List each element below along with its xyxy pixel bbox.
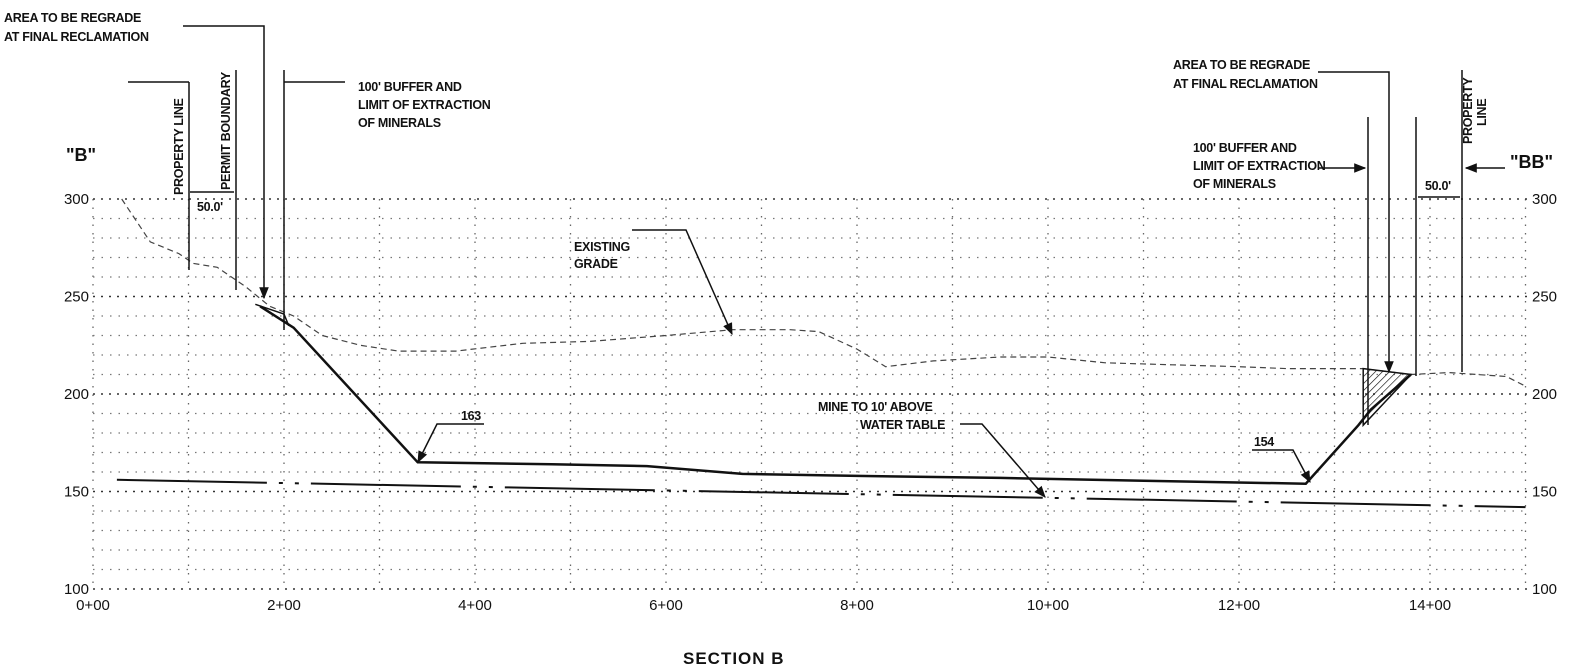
left-regrade-label-line2: AT FINAL RECLAMATION xyxy=(4,30,149,44)
mine-floor-line xyxy=(259,305,1412,485)
y-axis-labels-left: 100 150 200 250 300 xyxy=(64,191,89,598)
left-buffer-label-line3: OF MINERALS xyxy=(358,116,441,130)
left-buffer-label-line1: 100' BUFFER AND xyxy=(358,80,462,94)
permit-boundary-label: PERMIT BOUNDARY xyxy=(219,71,233,190)
right-annotation-lines xyxy=(1318,70,1505,425)
x-tick-label: 12+00 xyxy=(1218,597,1260,614)
left-section-marker: "B" xyxy=(66,145,96,165)
right-buffer-label-line3: OF MINERALS xyxy=(1193,177,1276,191)
left-buffer-label-line2: LIMIT OF EXTRACTION xyxy=(358,98,491,112)
right-buffer-label-line1: 100' BUFFER AND xyxy=(1193,141,1297,155)
pit-floor-right-label: 154 xyxy=(1254,435,1274,449)
left-regrade-label-line1: AREA TO BE REGRADE xyxy=(4,11,141,25)
pit-floor-left-label: 163 xyxy=(461,409,481,423)
existing-grade-line xyxy=(121,198,1526,387)
left-annotation-lines xyxy=(128,25,1311,498)
right-property-label-line2: LINE xyxy=(1475,99,1489,126)
y-axis-labels-right: 100 150 200 250 300 xyxy=(1532,191,1557,598)
x-tick-label: 10+00 xyxy=(1027,597,1069,614)
y-tick-label-right: 150 xyxy=(1532,484,1557,501)
right-regrade-label-line1: AREA TO BE REGRADE xyxy=(1173,58,1310,72)
x-tick-label: 6+00 xyxy=(649,597,683,614)
grid xyxy=(92,198,1528,590)
x-tick-label: 2+00 xyxy=(267,597,301,614)
right-section-marker: "BB" xyxy=(1510,152,1553,172)
y-tick-label-left: 300 xyxy=(64,191,89,208)
y-tick-label-left: 250 xyxy=(64,289,89,306)
section-title: SECTION B xyxy=(683,649,785,668)
left-dimension-label: 50.0' xyxy=(197,200,223,214)
y-tick-label-right: 200 xyxy=(1532,386,1557,403)
y-tick-label-left: 150 xyxy=(64,484,89,501)
y-tick-label-right: 250 xyxy=(1532,289,1557,306)
existing-grade-label-line2: GRADE xyxy=(574,257,618,271)
x-tick-label: 0+00 xyxy=(76,597,110,614)
right-dimension-label: 50.0' xyxy=(1425,179,1451,193)
water-table-line xyxy=(116,478,1526,509)
profiles xyxy=(116,198,1526,509)
y-tick-label-right: 100 xyxy=(1532,581,1557,598)
x-tick-label: 4+00 xyxy=(458,597,492,614)
y-tick-label-left: 200 xyxy=(64,386,89,403)
x-tick-label: 8+00 xyxy=(840,597,874,614)
left-property-line-label: PROPERTY LINE xyxy=(172,98,186,195)
mine-note-line1: MINE TO 10' ABOVE xyxy=(818,400,933,414)
right-buffer-label-line2: LIMIT OF EXTRACTION xyxy=(1193,159,1326,173)
y-tick-label-right: 300 xyxy=(1532,191,1557,208)
right-property-label-line1: PROPERTY xyxy=(1461,77,1475,144)
x-tick-label: 14+00 xyxy=(1409,597,1451,614)
mine-note-line2: WATER TABLE xyxy=(860,418,945,432)
x-axis-labels: 0+00 2+00 4+00 6+00 8+00 10+00 12+00 14+00 xyxy=(76,597,1451,614)
right-regrade-label-line2: AT FINAL RECLAMATION xyxy=(1173,77,1318,91)
existing-grade-label-line1: EXISTING xyxy=(574,240,630,254)
regrade-area-right xyxy=(1362,367,1413,428)
y-tick-label-left: 100 xyxy=(64,581,89,598)
